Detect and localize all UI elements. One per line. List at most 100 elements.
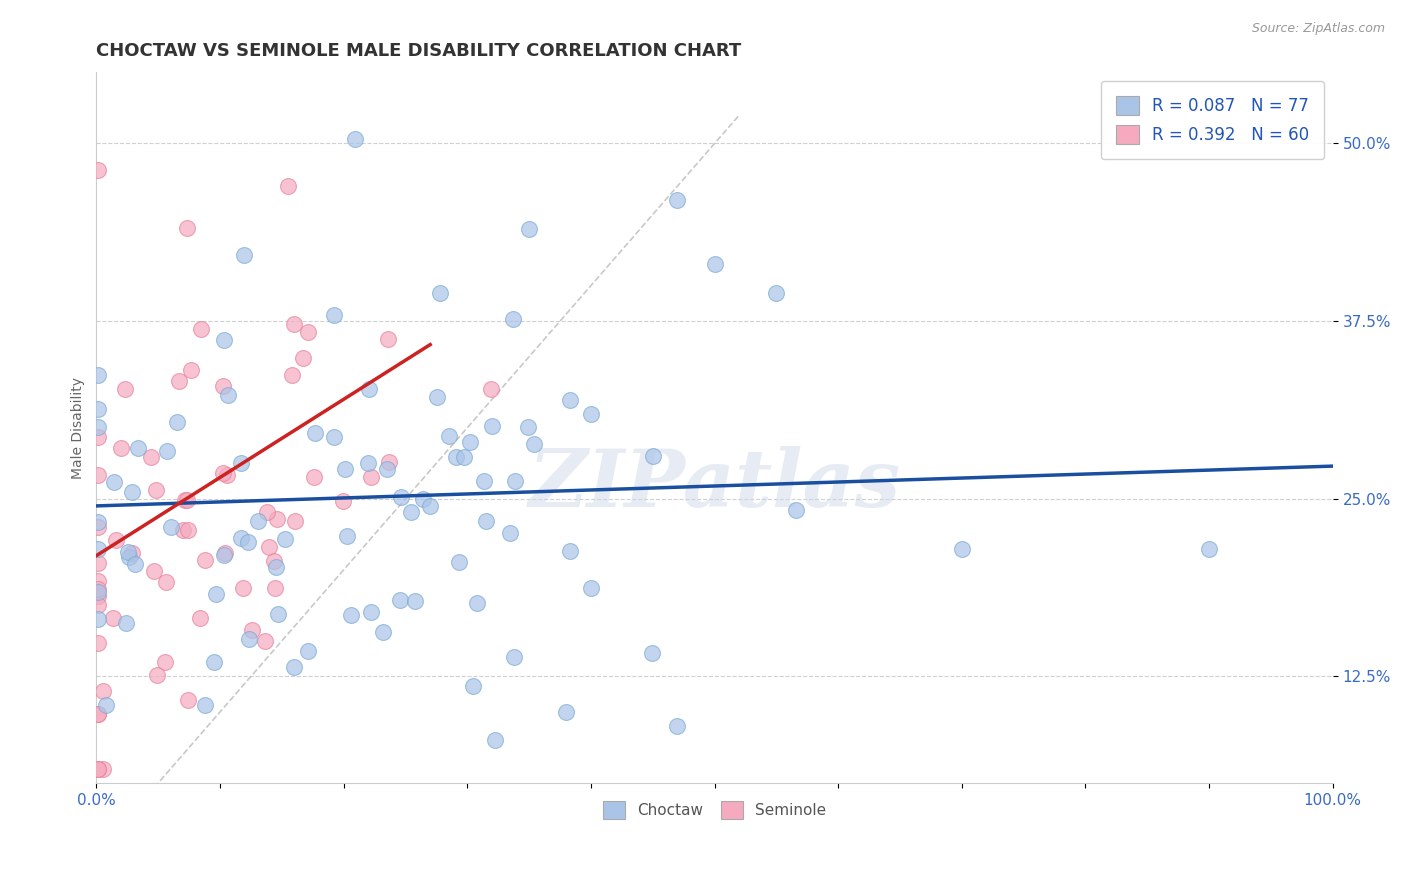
Point [502,312,524,326]
Point [91,762,114,776]
Point [297,644,319,658]
Point [103,475,125,490]
Point [479,382,502,396]
Point [240,623,263,637]
Point [389,491,412,505]
Text: Source: ZipAtlas.com: Source: ZipAtlas.com [1251,22,1385,36]
Point [86,542,108,557]
Point [246,514,269,528]
Legend: Choctaw, Seminole: Choctaw, Seminole [598,796,832,825]
Point [121,545,143,559]
Point [523,437,546,451]
Point [377,332,399,346]
Point [560,544,582,558]
Point [302,470,325,484]
Point [86,162,108,177]
Point [266,511,288,525]
Point [232,581,254,595]
Point [177,523,200,537]
Point [389,593,412,607]
Point [105,533,128,547]
Point [453,450,475,464]
Point [86,468,108,483]
Point [86,706,108,721]
Point [124,557,146,571]
Point [86,401,108,416]
Point [86,599,108,613]
Point [256,505,278,519]
Point [169,374,191,388]
Text: ZIPatlas: ZIPatlas [529,446,901,524]
Point [114,382,136,396]
Point [503,474,526,488]
Point [86,420,108,434]
Point [212,466,235,480]
Point [360,469,382,483]
Point [267,607,290,621]
Point [233,248,256,262]
Point [155,575,177,590]
Point [141,450,163,465]
Point [86,368,108,383]
Point [127,441,149,455]
Point [439,428,461,442]
Point [357,382,380,396]
Point [156,443,179,458]
Point [146,667,169,681]
Point [297,325,319,339]
Point [419,499,441,513]
Point [449,555,471,569]
Point [333,462,356,476]
Point [412,491,434,506]
Point [1198,541,1220,556]
Point [344,132,367,146]
Point [517,420,540,434]
Point [266,560,288,574]
Point [212,378,235,392]
Point [484,733,506,747]
Point [332,494,354,508]
Point [264,581,287,595]
Point [640,646,662,660]
Point [356,456,378,470]
Point [277,179,299,194]
Point [231,456,253,470]
Point [194,552,217,566]
Point [86,515,108,529]
Point [118,550,141,565]
Point [229,531,252,545]
Point [475,514,498,528]
Point [177,693,200,707]
Point [86,582,108,596]
Point [284,514,307,528]
Point [121,484,143,499]
Point [180,363,202,377]
Point [214,546,236,560]
Point [194,698,217,712]
Point [117,544,139,558]
Point [579,407,602,421]
Point [458,434,481,449]
Point [283,317,305,331]
Point [91,683,114,698]
Point [172,523,194,537]
Point [444,450,467,464]
Y-axis label: Male Disability: Male Disability [72,376,86,479]
Point [173,493,195,508]
Point [86,574,108,588]
Point [461,679,484,693]
Point [336,529,359,543]
Point [110,441,132,455]
Point [273,532,295,546]
Point [212,333,235,347]
Point [86,589,108,603]
Point [703,257,725,271]
Point [86,585,108,599]
Point [238,632,260,646]
Point [503,649,526,664]
Point [188,611,211,625]
Point [263,554,285,568]
Point [86,430,108,444]
Point [217,388,239,402]
Point [145,483,167,497]
